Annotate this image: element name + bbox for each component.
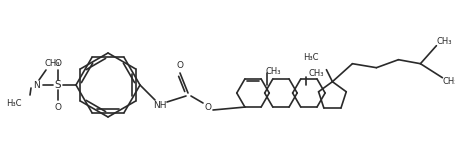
Text: CH₃: CH₃ (436, 37, 451, 46)
Text: CH₃: CH₃ (44, 59, 60, 68)
Text: O: O (176, 60, 183, 70)
Text: CH₃: CH₃ (442, 77, 455, 86)
Text: N: N (33, 81, 39, 89)
Text: NH: NH (153, 100, 167, 109)
Text: H₃C: H₃C (6, 98, 22, 108)
Text: CH₃: CH₃ (308, 69, 323, 78)
Text: H₃C: H₃C (302, 53, 318, 62)
Text: S: S (55, 80, 61, 90)
Text: O: O (55, 59, 61, 68)
Text: O: O (204, 103, 211, 113)
Text: CH₃: CH₃ (265, 67, 280, 76)
Text: O: O (55, 103, 61, 111)
